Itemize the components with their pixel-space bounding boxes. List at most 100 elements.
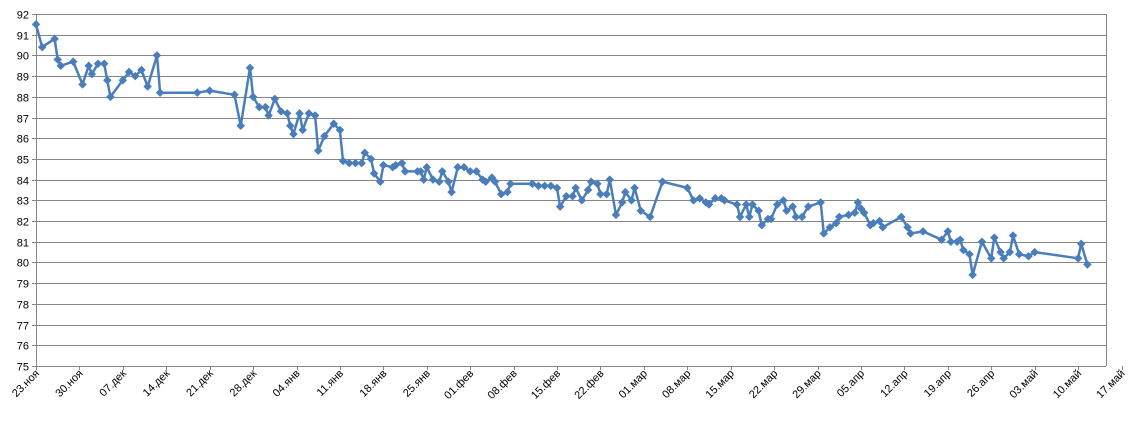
data-point [999,253,1009,263]
data-point [78,80,87,89]
data-point [434,177,444,187]
data-point [31,19,41,29]
data-point [130,71,140,81]
data-point [754,206,763,216]
data-point [555,202,565,211]
series [31,19,1092,280]
data-point [602,189,612,199]
data-point [437,167,447,176]
data-point [720,195,729,205]
data-point [782,206,791,216]
data-point [965,249,974,259]
data-point [552,183,562,193]
y-tick-label: 86 [17,134,29,146]
data-point [447,187,456,197]
data-point [84,61,94,71]
data-point [422,162,432,172]
data-point [741,200,751,209]
data-point [875,216,884,226]
data-point [1030,247,1040,257]
data-point [295,109,304,118]
data-point [946,237,956,247]
data-point [320,131,329,141]
data-point [958,245,968,255]
data-point [254,102,264,112]
data-point [943,227,953,236]
data-point [93,59,103,69]
y-tick-label: 90 [17,51,29,63]
data-point [360,148,370,158]
data-point [819,229,829,238]
y-tick-label: 84 [17,176,29,188]
data-point [155,88,165,98]
data-point [571,183,581,193]
data-point [236,121,246,131]
data-point [102,75,112,85]
data-point [366,154,376,164]
data-point [506,179,515,189]
y-tick-label: 76 [17,341,29,353]
data-point [152,51,162,60]
data-point [143,82,153,91]
data-point [400,167,410,176]
y-tick-label: 82 [17,217,29,229]
y-tick-label: 83 [17,196,29,208]
data-point [472,167,481,176]
data-point [596,189,605,199]
data-point [593,179,602,189]
data-point [50,34,59,44]
data-point [627,195,636,205]
data-point [878,222,888,232]
data-point [245,63,255,73]
data-point [503,187,512,197]
data-point [313,146,323,156]
y-tick-label: 87 [17,114,29,126]
data-point [369,169,379,178]
y-tick-label: 75 [17,362,29,374]
y-tick-label: 92 [17,10,29,22]
data-point [744,212,754,222]
data-point [540,181,549,191]
data-point [937,235,946,245]
data-point [561,191,571,201]
data-point [955,235,965,245]
data-point [766,214,776,224]
data-point [825,222,835,232]
data-point [1014,249,1024,259]
data-point [453,162,463,172]
y-tick-label: 89 [17,72,29,84]
data-point [351,158,360,168]
data-point [989,233,999,242]
data-point [903,222,912,232]
data-point [1024,251,1033,261]
data-point [583,185,593,195]
y-tick-label: 81 [17,238,29,250]
data-point [329,119,339,129]
y-tick-label: 91 [17,31,29,43]
data-point [481,177,491,187]
data-point [230,90,239,100]
data-point [918,227,928,236]
data-point [357,158,367,168]
data-point [1073,253,1083,263]
data-point [779,195,788,205]
data-point [695,193,705,203]
data-point [682,183,692,193]
data-point [568,191,577,201]
data-point [617,198,627,207]
y-tick-label: 79 [17,279,29,291]
data-point [850,208,860,218]
data-point [772,200,782,209]
data-point [791,212,801,222]
axes [32,14,1123,370]
data-point [859,208,869,218]
data-point [270,94,280,104]
data-point [704,200,714,209]
data-point [605,175,615,185]
y-tick-label: 88 [17,93,29,105]
data-point [444,177,453,187]
data-point [397,158,407,168]
data-point [68,57,78,66]
data-point [896,212,906,222]
